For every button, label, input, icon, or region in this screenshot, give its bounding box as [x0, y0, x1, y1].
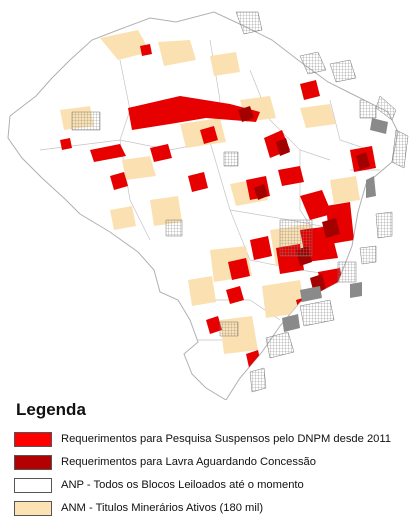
legend-item-anm: ANM - Titulos Minerários Ativos (180 mil… — [14, 498, 404, 518]
legend-item-lavra: Requerimentos para Lavra Aguardando Conc… — [14, 452, 404, 472]
legend-item-pesquisa: Requerimentos para Pesquisa Suspensos pe… — [14, 429, 404, 449]
legend-swatch-anm — [14, 500, 52, 516]
legend-swatch-anp — [14, 477, 52, 493]
legend: Legenda Requerimentos para Pesquisa Susp… — [14, 400, 404, 521]
legend-label-anp: ANP - Todos os Blocos Leiloados até o mo… — [61, 479, 304, 491]
legend-label-lavra: Requerimentos para Lavra Aguardando Conc… — [61, 456, 316, 468]
legend-label-pesquisa: Requerimentos para Pesquisa Suspensos pe… — [61, 433, 392, 445]
legend-title: Legenda — [16, 400, 86, 419]
legend-label-anm: ANM - Titulos Minerários Ativos (180 mil… — [61, 502, 264, 514]
legend-swatch-pesquisa — [14, 431, 52, 447]
blocos-anp-offshore-layer — [235, 11, 409, 393]
legend-item-anp: ANP - Todos os Blocos Leiloados até o mo… — [14, 475, 404, 495]
blocos-anp-offshore-dark — [282, 118, 388, 332]
legend-swatch-lavra — [14, 454, 52, 470]
blocos-anp-inland-layer — [71, 99, 377, 337]
brazil-map — [7, 11, 409, 400]
